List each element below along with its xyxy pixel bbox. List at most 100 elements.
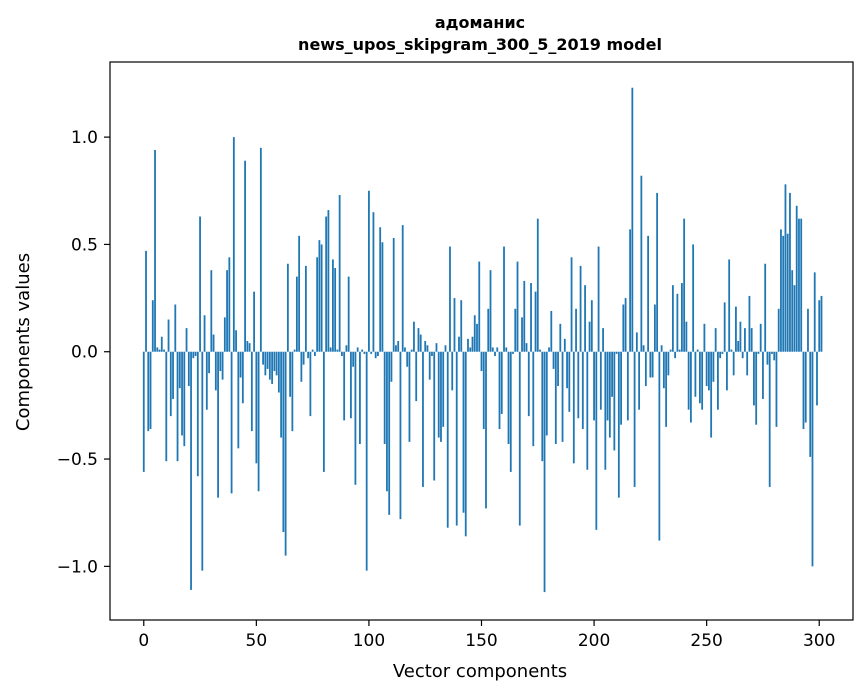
bar xyxy=(527,351,530,417)
bar xyxy=(741,351,744,359)
bar xyxy=(271,351,274,384)
bar xyxy=(629,229,631,352)
bar xyxy=(327,210,330,352)
bar xyxy=(701,351,704,410)
bar xyxy=(584,285,586,352)
bar xyxy=(160,336,163,352)
bar xyxy=(680,283,683,352)
x-tick-label: 150 xyxy=(465,631,497,651)
x-tick-label: 50 xyxy=(246,631,268,651)
bar xyxy=(530,283,532,352)
bar xyxy=(145,250,147,352)
bar xyxy=(737,341,740,352)
bar xyxy=(563,338,566,352)
bar xyxy=(257,351,260,492)
bar xyxy=(241,351,244,404)
bar xyxy=(660,345,663,352)
bar xyxy=(568,351,571,412)
bar xyxy=(518,351,521,526)
bar xyxy=(437,351,440,438)
bar xyxy=(280,351,283,438)
bar xyxy=(190,351,192,590)
bar xyxy=(413,321,415,352)
bar xyxy=(151,300,154,352)
bar xyxy=(239,351,242,378)
bar xyxy=(651,351,654,378)
bar xyxy=(259,147,262,352)
bar xyxy=(386,351,388,492)
bar xyxy=(223,317,226,352)
bar xyxy=(811,351,814,567)
bar xyxy=(275,351,278,376)
bar xyxy=(748,295,751,352)
bar xyxy=(816,351,818,406)
bar xyxy=(370,351,373,354)
bar xyxy=(577,351,580,419)
x-axis: 0 50 100 150 200 250 300 xyxy=(138,620,835,651)
bar xyxy=(708,351,710,391)
bar xyxy=(365,351,368,571)
bar xyxy=(800,218,803,352)
bar xyxy=(451,351,454,391)
x-axis-title: Vector components xyxy=(393,661,567,682)
bar xyxy=(588,321,591,352)
bar xyxy=(235,330,237,352)
bar xyxy=(289,351,292,397)
bar xyxy=(694,351,697,397)
bar xyxy=(383,351,386,445)
bar xyxy=(302,351,305,365)
bar xyxy=(295,276,298,352)
bar xyxy=(705,351,708,387)
bar xyxy=(325,216,328,352)
bar xyxy=(345,345,348,352)
bar xyxy=(424,341,427,352)
bar xyxy=(739,321,742,352)
bar xyxy=(388,351,391,515)
bar xyxy=(608,351,611,438)
bar xyxy=(354,351,357,485)
bar xyxy=(784,184,787,352)
bar xyxy=(622,304,625,352)
bar xyxy=(250,351,253,432)
bar xyxy=(217,351,219,498)
bar xyxy=(509,351,512,472)
bar xyxy=(154,149,156,352)
bar xyxy=(322,351,325,472)
bar xyxy=(498,351,501,429)
bar xyxy=(620,351,622,425)
bar xyxy=(768,351,771,487)
bar xyxy=(626,351,629,421)
bar xyxy=(642,345,645,352)
bar xyxy=(507,351,510,445)
bar xyxy=(512,351,514,354)
bar xyxy=(431,351,433,357)
bar xyxy=(363,351,366,354)
bar xyxy=(633,351,636,487)
bar xyxy=(318,240,321,352)
bar xyxy=(559,323,562,352)
bar xyxy=(352,351,355,367)
bar xyxy=(426,345,429,352)
bar xyxy=(248,343,251,352)
bar xyxy=(286,263,289,352)
bar xyxy=(543,351,546,593)
bar xyxy=(390,351,393,382)
bar xyxy=(449,246,451,352)
bar xyxy=(624,298,627,352)
bar xyxy=(746,351,749,376)
bar xyxy=(503,246,505,352)
bar xyxy=(649,351,652,378)
y-axis: −1.0 −0.5 0.0 0.5 1.0 xyxy=(57,128,110,577)
bar xyxy=(683,218,686,352)
bar xyxy=(341,351,343,357)
bar xyxy=(284,351,287,556)
bar xyxy=(523,280,526,352)
bar xyxy=(149,351,152,429)
bar xyxy=(395,345,397,352)
bar xyxy=(268,351,271,380)
bar xyxy=(766,351,769,365)
y-tick-label: 0.0 xyxy=(71,343,98,363)
bar xyxy=(586,351,589,470)
bar xyxy=(237,351,240,449)
bar xyxy=(557,351,559,387)
